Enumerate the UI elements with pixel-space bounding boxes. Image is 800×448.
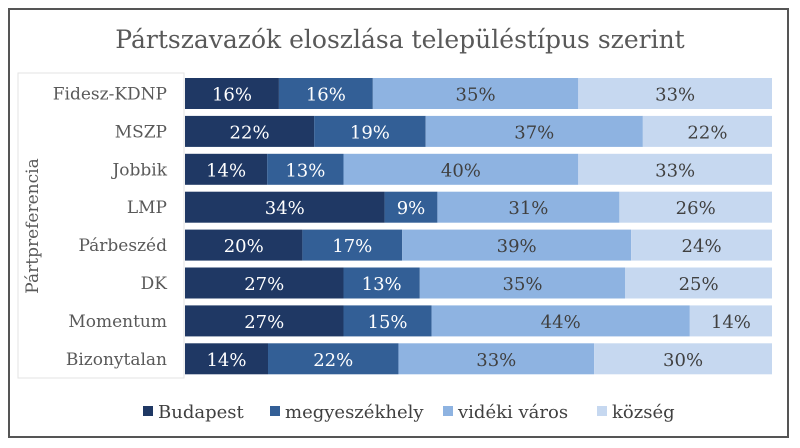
bar-segment: [278, 78, 373, 109]
data-label: 22%: [687, 122, 727, 143]
bar-segment: [185, 153, 268, 185]
data-label: 31%: [508, 198, 548, 219]
bar-segment: [185, 267, 344, 299]
bar-segment: [268, 343, 399, 375]
bar-segment: [372, 78, 579, 109]
legend-label: vidéki város: [457, 402, 568, 423]
data-label: 33%: [655, 160, 695, 181]
data-label: 13%: [362, 274, 402, 295]
data-label: 14%: [711, 312, 751, 333]
data-label: 25%: [679, 274, 719, 295]
data-label: 30%: [663, 350, 703, 371]
category-label: LMP: [127, 198, 167, 218]
bar-segment: [384, 191, 438, 223]
bar-segment: [625, 267, 772, 299]
data-label: 9%: [397, 198, 426, 219]
data-label: 16%: [306, 85, 346, 106]
data-label: 22%: [313, 350, 353, 371]
category-label: Fidesz-KDNP: [53, 85, 167, 105]
bar-segment: [398, 343, 595, 375]
legend-swatch: [597, 406, 607, 416]
bar-segment: [402, 229, 632, 261]
bar-segment: [185, 191, 385, 223]
legend-label: Budapest: [158, 402, 244, 423]
chart-title: Pártszavazók eloszlása településtípus sz…: [115, 25, 684, 54]
category-label: Párbeszéd: [78, 236, 167, 256]
bar-segment: [185, 115, 315, 147]
bar-segment: [425, 115, 643, 147]
data-label: 13%: [285, 160, 325, 181]
data-label: 44%: [541, 312, 581, 333]
data-label: 34%: [265, 198, 305, 219]
data-label: 24%: [682, 236, 722, 257]
bar-segment: [578, 78, 772, 109]
data-label: 37%: [514, 122, 554, 143]
bar-segment: [689, 305, 772, 337]
legend-label: község: [612, 402, 675, 423]
bar-segment: [431, 305, 690, 337]
bar-segment: [302, 229, 403, 261]
data-label: 20%: [224, 236, 264, 257]
bar-segment: [185, 305, 344, 337]
category-label: Bizonytalan: [66, 350, 167, 370]
data-label: 22%: [230, 122, 270, 143]
data-label: 14%: [206, 160, 246, 181]
bar-segment: [267, 153, 344, 185]
data-label: 39%: [497, 236, 537, 257]
category-label: MSZP: [115, 122, 167, 142]
bar-segment: [343, 305, 432, 337]
data-label: 15%: [368, 312, 408, 333]
bar-segment: [419, 267, 626, 299]
bar-segment: [631, 229, 772, 261]
data-label: 14%: [206, 350, 246, 371]
bar-segment: [185, 78, 279, 109]
bar-segment: [437, 191, 620, 223]
category-label: Jobbik: [110, 160, 167, 180]
bar-segment: [578, 153, 772, 185]
data-label: 26%: [676, 198, 716, 219]
bar-segment: [185, 229, 303, 261]
data-label: 27%: [244, 312, 284, 333]
y-axis-label: Pártpreferencia: [23, 158, 43, 293]
data-label: 35%: [503, 274, 543, 295]
category-axis-panel: [17, 72, 185, 379]
category-label: Momentum: [68, 312, 167, 332]
data-label: 40%: [441, 160, 481, 181]
category-label: DK: [141, 274, 168, 294]
data-label: 27%: [244, 274, 284, 295]
data-label: 17%: [332, 236, 372, 257]
data-label: 19%: [350, 122, 390, 143]
legend-swatch: [270, 406, 280, 416]
bar-segment: [185, 343, 269, 375]
data-label: 33%: [476, 350, 516, 371]
chart-frame: [8, 8, 789, 438]
bar-segment: [314, 115, 426, 147]
bar-segment: [343, 153, 579, 185]
legend-swatch: [143, 406, 153, 416]
data-label: 35%: [456, 85, 496, 106]
bar-segment: [594, 343, 772, 375]
data-label: 16%: [212, 85, 252, 106]
bar-segment: [642, 115, 772, 147]
legend-label: megyeszékhely: [285, 402, 424, 423]
data-label: 33%: [655, 85, 695, 106]
bar-segment: [343, 267, 420, 299]
bar-segment: [619, 191, 772, 223]
legend-swatch: [443, 406, 453, 416]
